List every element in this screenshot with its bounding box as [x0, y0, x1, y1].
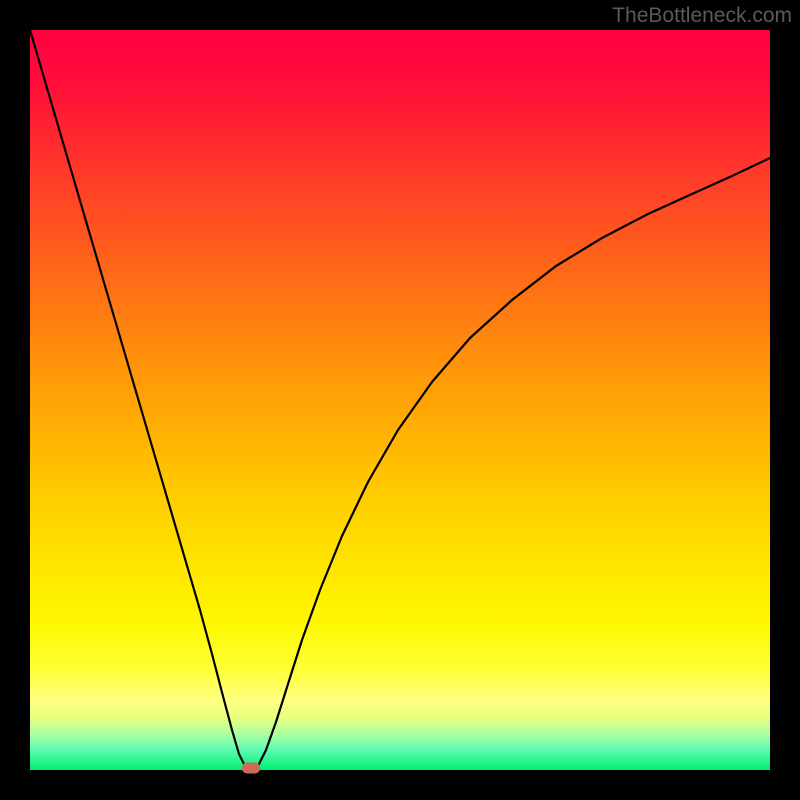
watermark-text: TheBottleneck.com — [612, 4, 792, 28]
bottleneck-chart — [0, 0, 800, 800]
minimum-marker — [242, 763, 260, 774]
chart-container: TheBottleneck.com — [0, 0, 800, 800]
chart-plot-area — [30, 30, 770, 770]
